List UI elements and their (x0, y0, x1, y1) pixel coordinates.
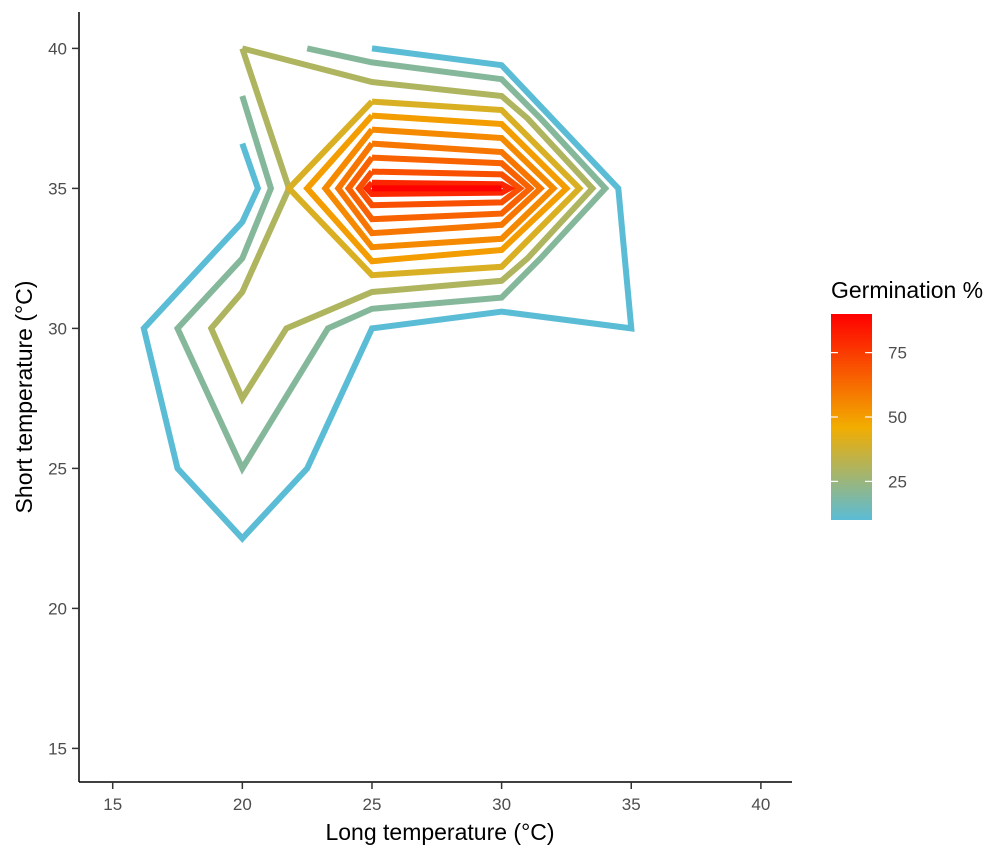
x-tick-label: 25 (363, 795, 382, 814)
y-tick-label: 40 (48, 39, 67, 58)
contour-line-30 (207, 45, 597, 405)
y-tick-label: 30 (48, 319, 67, 338)
x-tick-label: 30 (492, 795, 511, 814)
contour-line-55 (321, 126, 558, 251)
contour-line-10 (140, 45, 635, 543)
contour-line-70 (355, 168, 525, 209)
legend-tick-label: 75 (888, 344, 907, 363)
legend-tick-label: 25 (888, 472, 907, 491)
legend-ticks: 75 50 25 (831, 344, 907, 491)
x-axis-ticks: 15 20 25 30 35 40 (103, 782, 770, 814)
contour-line-60 (334, 140, 545, 237)
x-axis-title: Long temperature (°C) (325, 819, 554, 845)
x-tick-label: 20 (233, 795, 252, 814)
legend-title: Germination % (831, 277, 983, 303)
y-tick-label: 15 (48, 739, 67, 758)
contour-line-20 (173, 45, 610, 475)
legend-tick-label: 50 (888, 408, 907, 427)
x-tick-label: 40 (751, 795, 770, 814)
y-tick-label: 25 (48, 459, 67, 478)
y-tick-label: 35 (48, 179, 67, 198)
y-axis-ticks: 15 20 25 30 35 40 (48, 39, 79, 758)
x-tick-label: 35 (622, 795, 641, 814)
x-tick-label: 15 (103, 795, 122, 814)
contour-line-50 (303, 112, 571, 265)
contour-line-65 (344, 154, 535, 223)
legend: Germination % 75 50 25 (831, 277, 983, 520)
contour-line-80 (362, 179, 516, 198)
y-tick-label: 20 (48, 599, 67, 618)
contour-lines (140, 45, 635, 543)
contour-line-40 (284, 98, 584, 279)
y-axis-title: Short temperature (°C) (11, 281, 37, 514)
